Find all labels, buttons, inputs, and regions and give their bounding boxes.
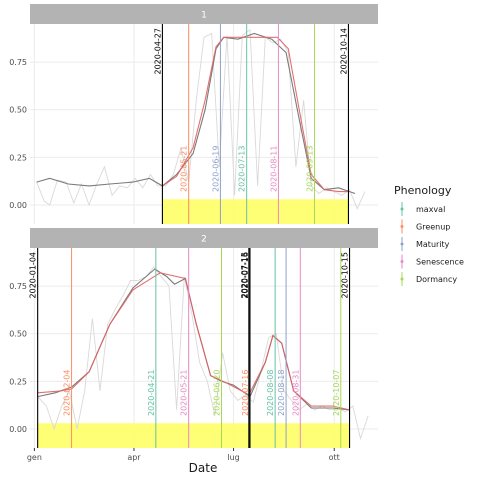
x-tick-label: apr bbox=[127, 453, 141, 462]
season-cutoff-label: 2020-01-04 bbox=[29, 252, 38, 299]
legend-item-greenup: Greenup bbox=[400, 219, 450, 234]
season-cutoff-label: 2020-07-15 bbox=[240, 252, 249, 299]
y-tick-label: 0.75 bbox=[9, 58, 27, 67]
phenology-date-label: 2020-10-07 bbox=[332, 370, 341, 417]
legend-item-label: maxval bbox=[416, 205, 445, 214]
legend-item-label: Dormancy bbox=[416, 275, 457, 284]
season-cutoff-label: 2020-04-27 bbox=[153, 28, 162, 75]
fitted-curve-line bbox=[37, 272, 350, 411]
facet-panels: 1 0.00 0.25 0.50 0.75 2020-05-21 2020-06-19 202… bbox=[9, 4, 378, 448]
legend-key-point bbox=[400, 225, 404, 228]
phenology-date-label: 2020-08-11 bbox=[269, 146, 278, 193]
legend-key-point bbox=[400, 260, 404, 263]
phenology-date-label: 2020-05-21 bbox=[180, 146, 189, 193]
raw-series-line bbox=[37, 266, 369, 441]
facet-strip-label: 2 bbox=[201, 235, 207, 245]
phenology-date-label: 2020-06-20 bbox=[213, 370, 222, 417]
y-tick-label: 0.50 bbox=[9, 106, 27, 115]
phenology-date-label: 2020-08-18 bbox=[277, 370, 286, 417]
y-tick-label: 0.75 bbox=[9, 282, 27, 291]
y-tick-label: 0.50 bbox=[9, 330, 27, 339]
legend-key-point bbox=[400, 242, 404, 246]
phenology-date-label: 2020-07-16 bbox=[241, 370, 250, 417]
facet-panel-1: 1 0.00 0.25 0.50 0.75 2020-05-21 2020-06-19 202… bbox=[9, 4, 378, 224]
season-cutoff-label: 2020-10-14 bbox=[339, 28, 348, 75]
x-tick-label: lug bbox=[227, 453, 239, 462]
legend-item-maxval: maxval bbox=[400, 202, 445, 216]
legend-item-label: Greenup bbox=[416, 223, 450, 232]
legend-key-point bbox=[400, 207, 404, 211]
phenology-date-label: 2020-09-13 bbox=[306, 146, 315, 193]
legend-item-maturity: Maturity bbox=[400, 237, 450, 251]
legend-item-label: Maturity bbox=[416, 240, 450, 249]
legend: Phenology maxval Greenup Maturity Senescenc… bbox=[394, 184, 464, 286]
plot-background bbox=[30, 248, 378, 448]
y-tick-label: 0.00 bbox=[9, 201, 27, 210]
season-cutoff-label: 2020-07-16 bbox=[241, 252, 250, 298]
legend-item-senescence: Senescence bbox=[400, 254, 464, 269]
season-cutoff-label: 2020-10-15 bbox=[341, 252, 350, 299]
smoothed-series-line bbox=[36, 32, 356, 195]
facet-strip-label: 1 bbox=[201, 11, 207, 21]
x-axis-title: Date bbox=[189, 461, 218, 475]
growing-season-band bbox=[37, 423, 350, 448]
growing-season-band bbox=[162, 199, 349, 224]
facet-strip bbox=[30, 228, 378, 248]
legend-key-point bbox=[400, 277, 404, 281]
x-axis: gen apr lug ott bbox=[27, 448, 340, 462]
phenology-date-label: 2020-06-19 bbox=[211, 146, 220, 193]
facet-panel-2: 2 0.00 0.25 0.50 0.75 2020-02-04 2020-04-21 202… bbox=[9, 228, 378, 448]
phenology-date-label: 2020-08-31 bbox=[291, 370, 300, 417]
y-tick-label: 0.25 bbox=[9, 153, 27, 162]
plot-background bbox=[30, 24, 378, 224]
phenology-date-label: 2020-04-21 bbox=[147, 370, 156, 417]
phenology-date-label: 2020-05-21 bbox=[180, 370, 189, 417]
legend-items: maxval Greenup Maturity Senescence Dormancy bbox=[400, 202, 464, 286]
legend-item-dormancy: Dormancy bbox=[400, 272, 457, 286]
phenology-date-label: 2020-07-13 bbox=[238, 145, 247, 192]
phenology-date-label: 2020-02-04 bbox=[63, 370, 72, 417]
legend-item-label: Senescence bbox=[416, 258, 464, 267]
fitted-curve-line bbox=[162, 36, 349, 193]
legend-title: Phenology bbox=[394, 184, 452, 197]
y-tick-label: 0.25 bbox=[9, 377, 27, 386]
phenology-date-label: 2020-08-08 bbox=[266, 370, 275, 417]
y-tick-label: 0.00 bbox=[9, 425, 27, 434]
x-tick-label: gen bbox=[27, 453, 42, 462]
x-tick-label: ott bbox=[329, 453, 340, 462]
facet-strip bbox=[30, 4, 378, 24]
